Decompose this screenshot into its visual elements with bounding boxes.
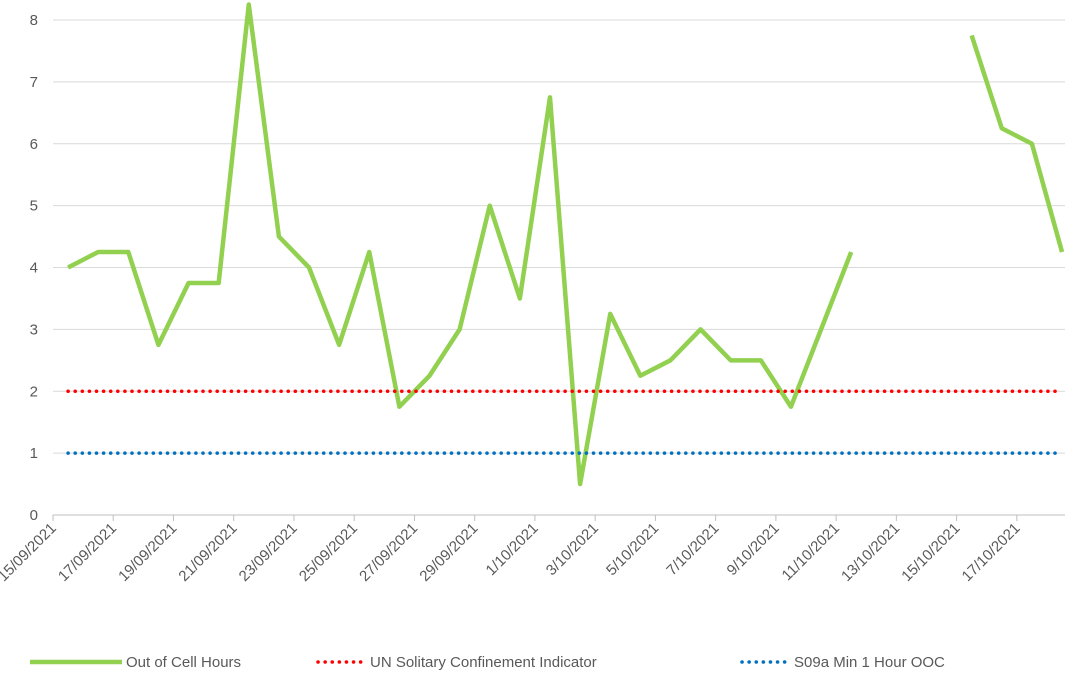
x-tick-label: 17/10/2021 [959, 520, 1024, 585]
x-tick-label: 29/09/2021 [416, 520, 481, 585]
x-tick-label: 1/10/2021 [483, 520, 542, 579]
x-tick-label: 15/09/2021 [0, 520, 60, 585]
legend-label: UN Solitary Confinement Indicator [370, 654, 597, 671]
x-tick-label: 25/09/2021 [296, 520, 361, 585]
x-tick-label: 7/10/2021 [663, 520, 722, 579]
x-tick-label: 9/10/2021 [723, 520, 782, 579]
x-tick-label: 13/10/2021 [838, 520, 903, 585]
x-tick-label: 23/09/2021 [236, 520, 301, 585]
y-tick-label: 1 [30, 445, 38, 462]
x-tick-label: 27/09/2021 [356, 520, 421, 585]
x-tick-label: 15/10/2021 [898, 520, 963, 585]
x-tick-label: 19/09/2021 [115, 520, 180, 585]
series-line [67, 2, 1065, 487]
x-tick-label: 17/09/2021 [55, 520, 120, 585]
x-tick-label: 5/10/2021 [603, 520, 662, 579]
y-tick-label: 2 [30, 383, 38, 400]
y-tick-label: 6 [30, 136, 38, 153]
y-tick-label: 8 [30, 12, 38, 29]
x-tick-label: 3/10/2021 [543, 520, 602, 579]
legend-label: S09a Min 1 Hour OOC [794, 654, 945, 671]
y-tick-label: 3 [30, 321, 38, 338]
y-tick-label: 0 [30, 507, 38, 524]
y-tick-label: 4 [30, 260, 38, 277]
legend-label: Out of Cell Hours [126, 654, 241, 671]
y-tick-label: 7 [30, 74, 38, 91]
y-tick-label: 5 [30, 198, 38, 215]
x-tick-label: 11/10/2021 [779, 520, 843, 584]
x-tick-label: 21/09/2021 [175, 520, 240, 585]
